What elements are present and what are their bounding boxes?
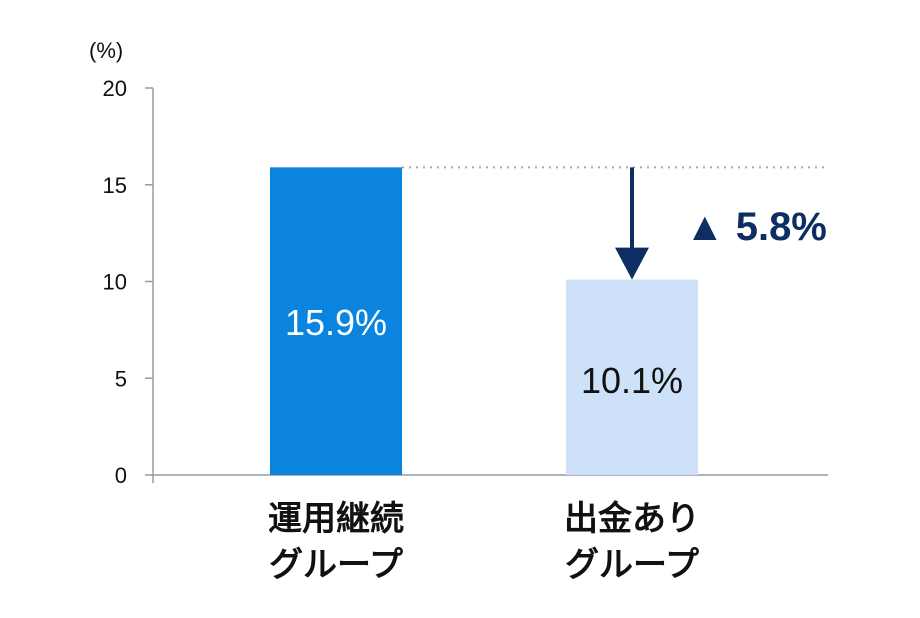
x-category-label: 運用継続 [268, 499, 404, 539]
x-category-label: グループ [269, 545, 403, 585]
y-tick-label: 5 [115, 366, 127, 391]
x-category-label: グループ [565, 545, 699, 585]
y-axis-unit-label: (%) [89, 38, 123, 63]
y-axis-ticks: 0 5 10 15 20 [103, 76, 153, 488]
difference-label: ▲ 5.8% [685, 205, 827, 249]
y-tick-label: 20 [103, 76, 127, 101]
bar-value-label: 15.9% [285, 302, 387, 343]
difference-annotation: ▲ 5.8% [402, 166, 828, 280]
down-arrow-head [615, 247, 649, 280]
bar [270, 167, 402, 475]
y-tick-label: 10 [103, 270, 127, 295]
y-tick-label: 15 [103, 173, 127, 198]
bar-value-label: 10.1% [581, 360, 683, 401]
axes [152, 88, 828, 483]
bar [566, 279, 698, 475]
bar-value-labels: 15.9% 10.1% [285, 302, 683, 401]
y-tick-label: 0 [115, 463, 127, 488]
x-category-label: 出金あり [564, 499, 700, 539]
bars [270, 167, 698, 475]
